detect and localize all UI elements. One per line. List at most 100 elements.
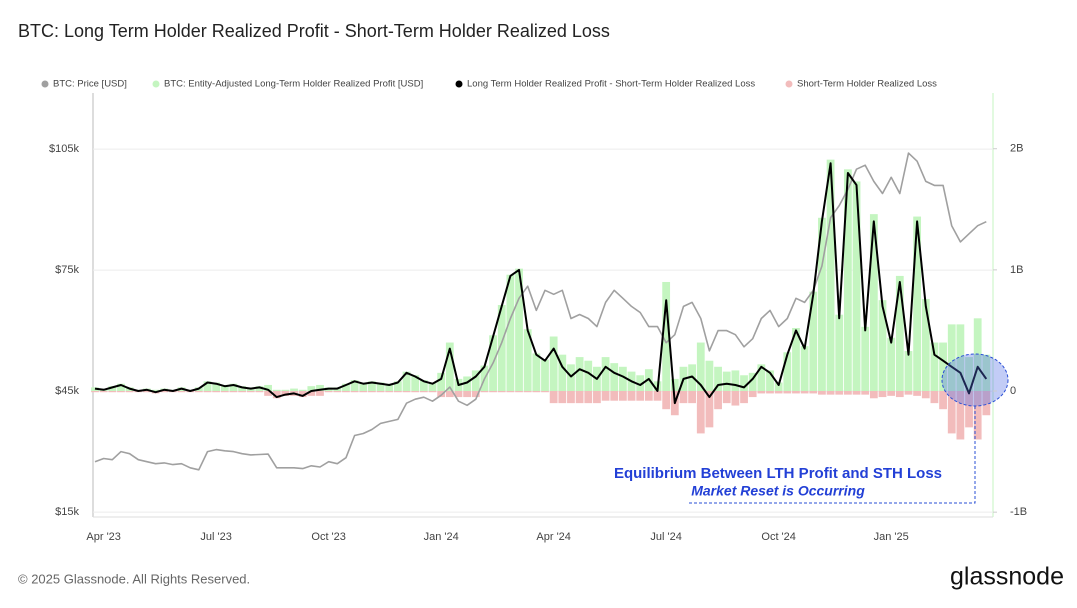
- bar: [636, 391, 645, 401]
- bar: [316, 384, 324, 392]
- plot-area: [91, 148, 993, 513]
- bar: [411, 391, 420, 393]
- bar: [766, 391, 774, 394]
- bar: [575, 357, 584, 392]
- bar: [497, 391, 506, 393]
- y2-tick-label: 2B: [1010, 143, 1023, 155]
- bar: [272, 391, 281, 399]
- bar: [696, 342, 705, 392]
- bar: [904, 391, 913, 395]
- bar: [264, 391, 272, 396]
- legend-marker: [41, 80, 49, 88]
- bar: [766, 370, 774, 392]
- bar: [385, 383, 394, 392]
- bar: [783, 391, 792, 394]
- bar: [904, 351, 913, 392]
- bar: [307, 386, 316, 392]
- bar: [809, 291, 818, 392]
- bar: [411, 375, 420, 392]
- bar: [584, 391, 593, 404]
- bar: [973, 318, 982, 392]
- bar: [220, 384, 229, 392]
- bar: [108, 391, 117, 393]
- bar: [445, 391, 454, 398]
- bar: [662, 281, 671, 392]
- bar: [921, 391, 930, 399]
- bar: [722, 391, 731, 404]
- bar: [800, 391, 809, 394]
- bar: [428, 382, 437, 392]
- bar: [549, 391, 558, 404]
- bar: [298, 389, 307, 392]
- bar: [887, 391, 896, 396]
- legend-label: BTC: Price [USD]: [53, 79, 127, 90]
- bar: [575, 391, 584, 404]
- bar: [774, 391, 783, 394]
- bar: [869, 391, 878, 399]
- bar: [861, 391, 870, 395]
- bar: [99, 391, 108, 393]
- bar: [843, 391, 852, 395]
- bar: [982, 391, 991, 416]
- bar: [220, 391, 229, 393]
- bar: [731, 391, 740, 406]
- bar: [653, 391, 662, 401]
- bar: [515, 268, 523, 392]
- bar: [454, 391, 463, 398]
- bar: [324, 391, 333, 393]
- bar: [722, 371, 731, 392]
- legend-marker: [152, 80, 160, 88]
- bar: [471, 370, 480, 392]
- bar: [705, 360, 714, 392]
- bar: [584, 360, 593, 392]
- bar: [471, 391, 480, 398]
- bar: [973, 391, 982, 440]
- bar: [878, 300, 887, 392]
- line: [94, 152, 987, 471]
- bar: [826, 159, 835, 392]
- bar: [117, 383, 125, 392]
- bar: [428, 391, 437, 393]
- bar: [541, 359, 549, 392]
- bar: [618, 366, 627, 392]
- bar: [861, 326, 870, 392]
- x-tick-label: Oct '23: [311, 531, 346, 543]
- bar: [255, 391, 264, 393]
- bar: [238, 391, 247, 393]
- bar: [679, 391, 688, 404]
- bar: [212, 391, 221, 393]
- bar: [532, 353, 541, 392]
- y-tick-label: $105k: [49, 143, 79, 155]
- bar: [212, 382, 221, 392]
- bar: [307, 391, 316, 396]
- bar: [298, 391, 307, 398]
- line: [94, 162, 988, 405]
- bar: [393, 391, 402, 393]
- bar: [376, 391, 385, 393]
- bar: [177, 391, 186, 393]
- bar: [644, 391, 653, 401]
- bar: [229, 383, 238, 392]
- bar: [359, 382, 368, 392]
- bar: [333, 391, 342, 393]
- bar: [913, 216, 922, 392]
- bar: [506, 391, 515, 393]
- bar: [489, 391, 497, 393]
- x-tick-label: Jul '24: [650, 531, 681, 543]
- bar: [463, 391, 472, 398]
- bar: [852, 391, 861, 395]
- bar: [350, 391, 359, 393]
- bar: [549, 336, 558, 392]
- brand: glassnode: [950, 563, 1064, 591]
- annotation: Equilibrium Between LTH Profit and STH L…: [614, 465, 942, 482]
- bar: [463, 376, 472, 392]
- bar: [281, 391, 290, 396]
- bar: [342, 391, 350, 393]
- bar: [965, 391, 973, 428]
- bar: [246, 391, 255, 393]
- y2-tick-label: 1B: [1010, 264, 1023, 276]
- bar: [523, 391, 532, 393]
- bar: [402, 371, 411, 392]
- bar: [792, 391, 800, 394]
- bar: [618, 391, 627, 401]
